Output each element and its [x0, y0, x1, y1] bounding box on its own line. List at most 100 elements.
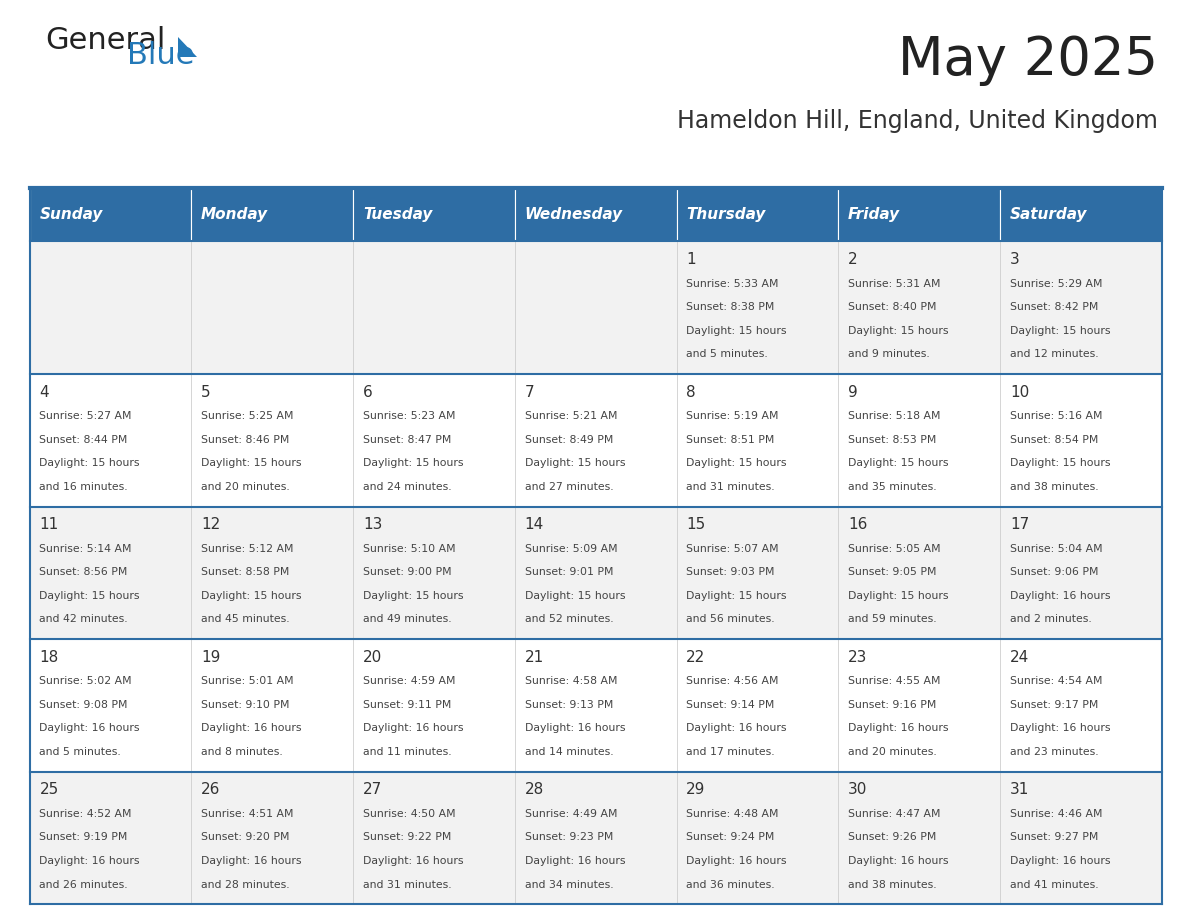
Text: Sunset: 9:10 PM: Sunset: 9:10 PM	[201, 700, 290, 710]
Bar	[1000, 188, 1162, 241]
Text: 3: 3	[1010, 252, 1019, 267]
Bar	[30, 188, 191, 241]
Text: Sunrise: 4:46 AM: Sunrise: 4:46 AM	[1010, 809, 1102, 819]
Text: Hameldon Hill, England, United Kingdom: Hameldon Hill, England, United Kingdom	[677, 109, 1158, 133]
Text: Daylight: 15 hours: Daylight: 15 hours	[1010, 326, 1111, 336]
Text: 2: 2	[848, 252, 858, 267]
Text: Sunrise: 4:50 AM: Sunrise: 4:50 AM	[362, 809, 455, 819]
Text: Sunrise: 5:33 AM: Sunrise: 5:33 AM	[687, 278, 779, 288]
Bar	[839, 772, 1000, 904]
Text: Sunrise: 5:31 AM: Sunrise: 5:31 AM	[848, 278, 941, 288]
Text: Sunrise: 5:14 AM: Sunrise: 5:14 AM	[39, 543, 132, 554]
Text: Sunset: 9:22 PM: Sunset: 9:22 PM	[362, 833, 451, 843]
Text: and 28 minutes.: and 28 minutes.	[201, 879, 290, 890]
Text: Daylight: 16 hours: Daylight: 16 hours	[525, 723, 625, 733]
Text: Sunset: 8:38 PM: Sunset: 8:38 PM	[687, 302, 775, 312]
Text: Daylight: 16 hours: Daylight: 16 hours	[687, 723, 786, 733]
Bar	[30, 374, 191, 507]
Text: Sunrise: 5:10 AM: Sunrise: 5:10 AM	[362, 543, 455, 554]
Text: and 12 minutes.: and 12 minutes.	[1010, 350, 1099, 359]
Text: 28: 28	[525, 782, 544, 797]
Text: Sunset: 8:46 PM: Sunset: 8:46 PM	[201, 435, 290, 444]
Text: 25: 25	[39, 782, 58, 797]
Bar	[30, 507, 191, 639]
Text: and 20 minutes.: and 20 minutes.	[201, 482, 290, 492]
Text: Daylight: 15 hours: Daylight: 15 hours	[1010, 458, 1111, 468]
Text: Sunrise: 4:58 AM: Sunrise: 4:58 AM	[525, 677, 617, 687]
Text: Friday: Friday	[848, 207, 901, 222]
Text: and 49 minutes.: and 49 minutes.	[362, 614, 451, 624]
Text: 20: 20	[362, 650, 383, 665]
Text: and 42 minutes.: and 42 minutes.	[39, 614, 128, 624]
Bar	[191, 772, 353, 904]
Text: 26: 26	[201, 782, 221, 797]
Text: Sunset: 9:16 PM: Sunset: 9:16 PM	[848, 700, 936, 710]
Text: Sunset: 9:20 PM: Sunset: 9:20 PM	[201, 833, 290, 843]
Text: 12: 12	[201, 517, 221, 532]
Bar	[1000, 507, 1162, 639]
Text: May 2025: May 2025	[898, 34, 1158, 85]
Text: Sunrise: 5:07 AM: Sunrise: 5:07 AM	[687, 543, 779, 554]
Text: and 31 minutes.: and 31 minutes.	[687, 482, 775, 492]
Text: and 17 minutes.: and 17 minutes.	[687, 747, 775, 757]
Bar	[353, 188, 514, 241]
Text: Daylight: 15 hours: Daylight: 15 hours	[687, 458, 786, 468]
Text: Sunset: 8:51 PM: Sunset: 8:51 PM	[687, 435, 775, 444]
Text: Daylight: 16 hours: Daylight: 16 hours	[39, 723, 140, 733]
Bar	[1000, 374, 1162, 507]
Text: 31: 31	[1010, 782, 1029, 797]
Text: Wednesday: Wednesday	[525, 207, 623, 222]
Text: Daylight: 15 hours: Daylight: 15 hours	[525, 591, 625, 601]
Text: Sunset: 8:53 PM: Sunset: 8:53 PM	[848, 435, 936, 444]
Bar	[1000, 772, 1162, 904]
Text: Sunrise: 5:09 AM: Sunrise: 5:09 AM	[525, 543, 618, 554]
Bar	[677, 639, 839, 772]
Text: and 23 minutes.: and 23 minutes.	[1010, 747, 1099, 757]
Text: Sunday: Sunday	[39, 207, 103, 222]
Bar	[677, 772, 839, 904]
Text: Daylight: 15 hours: Daylight: 15 hours	[687, 591, 786, 601]
Text: Sunrise: 5:29 AM: Sunrise: 5:29 AM	[1010, 278, 1102, 288]
Text: and 41 minutes.: and 41 minutes.	[1010, 879, 1099, 890]
Text: and 26 minutes.: and 26 minutes.	[39, 879, 128, 890]
Bar	[839, 639, 1000, 772]
Text: Sunset: 8:49 PM: Sunset: 8:49 PM	[525, 435, 613, 444]
Bar	[191, 507, 353, 639]
Text: Daylight: 16 hours: Daylight: 16 hours	[362, 723, 463, 733]
Text: 29: 29	[687, 782, 706, 797]
Text: and 5 minutes.: and 5 minutes.	[39, 747, 121, 757]
Bar	[353, 639, 514, 772]
Bar	[353, 507, 514, 639]
Text: Sunrise: 4:59 AM: Sunrise: 4:59 AM	[362, 677, 455, 687]
Text: Tuesday: Tuesday	[362, 207, 432, 222]
Text: Daylight: 16 hours: Daylight: 16 hours	[1010, 723, 1111, 733]
Text: 14: 14	[525, 517, 544, 532]
Text: Daylight: 16 hours: Daylight: 16 hours	[848, 856, 948, 866]
Bar	[1000, 241, 1162, 374]
Text: Sunset: 9:26 PM: Sunset: 9:26 PM	[848, 833, 936, 843]
Text: Sunrise: 4:51 AM: Sunrise: 4:51 AM	[201, 809, 293, 819]
Text: Sunset: 9:23 PM: Sunset: 9:23 PM	[525, 833, 613, 843]
Text: and 9 minutes.: and 9 minutes.	[848, 350, 930, 359]
Text: 5: 5	[201, 385, 210, 399]
Text: 8: 8	[687, 385, 696, 399]
Text: 9: 9	[848, 385, 858, 399]
Bar	[839, 507, 1000, 639]
Text: and 16 minutes.: and 16 minutes.	[39, 482, 128, 492]
Text: and 56 minutes.: and 56 minutes.	[687, 614, 775, 624]
Text: Daylight: 16 hours: Daylight: 16 hours	[525, 856, 625, 866]
Text: and 38 minutes.: and 38 minutes.	[848, 879, 936, 890]
Bar	[514, 639, 677, 772]
Text: Sunset: 8:56 PM: Sunset: 8:56 PM	[39, 567, 128, 577]
Text: Sunrise: 5:21 AM: Sunrise: 5:21 AM	[525, 411, 617, 421]
Text: Sunrise: 5:16 AM: Sunrise: 5:16 AM	[1010, 411, 1102, 421]
Bar	[677, 507, 839, 639]
Bar	[30, 772, 191, 904]
Text: Sunrise: 5:23 AM: Sunrise: 5:23 AM	[362, 411, 455, 421]
Text: Sunset: 8:40 PM: Sunset: 8:40 PM	[848, 302, 936, 312]
Bar	[1000, 639, 1162, 772]
Text: Daylight: 15 hours: Daylight: 15 hours	[848, 591, 948, 601]
Text: Sunset: 9:19 PM: Sunset: 9:19 PM	[39, 833, 128, 843]
Text: Sunset: 9:03 PM: Sunset: 9:03 PM	[687, 567, 775, 577]
Text: and 45 minutes.: and 45 minutes.	[201, 614, 290, 624]
